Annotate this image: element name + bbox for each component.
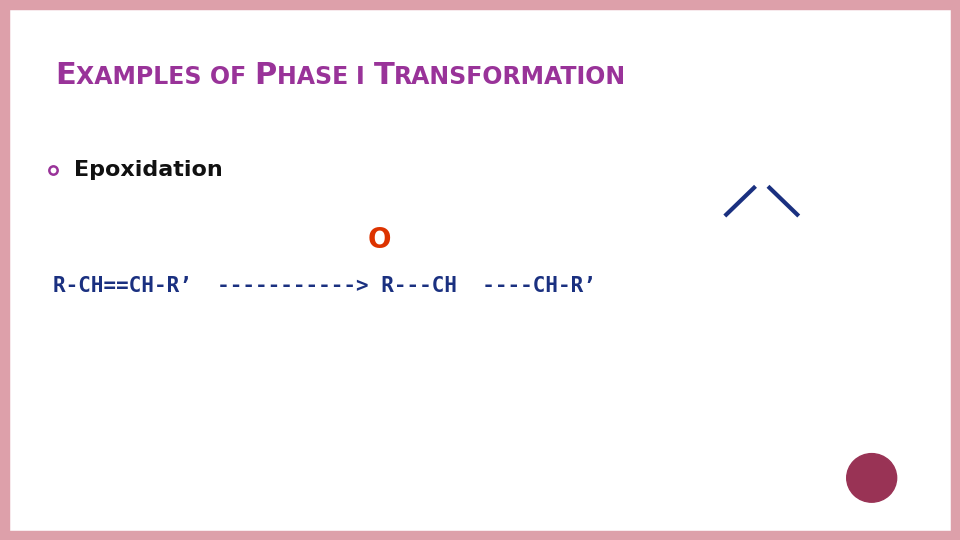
Text: E: E [56,60,77,90]
Text: XAMPLES: XAMPLES [77,65,210,89]
Text: T: T [373,60,395,90]
Ellipse shape [847,454,897,502]
Text: O: O [368,226,391,254]
Text: Epoxidation: Epoxidation [74,160,223,180]
Text: P: P [254,60,276,90]
Text: RANSFORMATION: RANSFORMATION [395,65,626,89]
Text: R-CH==CH-R’  -----------> R---CH  ----CH-R’: R-CH==CH-R’ -----------> R---CH ----CH-R… [53,276,595,296]
Text: I: I [356,65,373,89]
Text: HASE: HASE [276,65,356,89]
Text: OF: OF [210,65,254,89]
